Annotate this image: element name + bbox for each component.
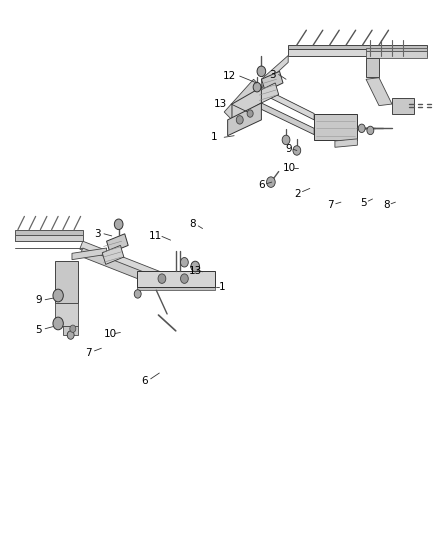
Text: 9: 9 [285,144,292,155]
Circle shape [158,274,166,284]
Text: 13: 13 [189,266,202,276]
Polygon shape [261,71,283,91]
Polygon shape [366,51,427,58]
Text: 1: 1 [219,281,226,292]
Polygon shape [224,79,261,120]
Polygon shape [106,234,128,253]
Circle shape [180,257,188,267]
Text: 12: 12 [223,71,237,81]
Polygon shape [72,248,106,260]
Polygon shape [80,241,161,280]
Text: 11: 11 [149,231,162,241]
Polygon shape [15,230,83,235]
Text: 1: 1 [211,132,217,142]
Polygon shape [137,287,215,290]
Text: 6: 6 [258,180,265,190]
Circle shape [282,135,290,144]
Text: 6: 6 [141,376,148,386]
Polygon shape [288,45,427,49]
Circle shape [358,124,365,133]
Text: 5: 5 [35,325,42,335]
Circle shape [267,177,275,188]
Polygon shape [228,103,261,136]
Polygon shape [64,326,78,335]
Circle shape [70,325,76,333]
Circle shape [367,126,374,135]
Text: 5: 5 [360,198,367,208]
Circle shape [293,146,301,155]
Polygon shape [288,49,427,55]
Polygon shape [15,235,83,241]
Polygon shape [366,58,379,77]
Polygon shape [102,245,124,264]
Polygon shape [261,87,314,120]
Text: 7: 7 [85,348,92,358]
Circle shape [180,274,188,284]
Text: 2: 2 [294,189,300,199]
Text: 7: 7 [327,200,334,211]
Polygon shape [261,103,314,135]
Polygon shape [392,98,413,114]
Polygon shape [80,248,161,287]
Polygon shape [232,87,261,120]
Polygon shape [335,139,357,147]
Text: 3: 3 [269,69,276,79]
Polygon shape [366,78,392,106]
Text: 13: 13 [214,99,227,109]
Circle shape [53,289,64,302]
Text: 10: 10 [103,329,117,339]
Polygon shape [55,261,78,303]
Text: 10: 10 [283,164,296,173]
Text: 8: 8 [384,200,390,211]
Circle shape [67,331,74,340]
Text: 3: 3 [95,229,101,239]
Circle shape [257,66,266,77]
Polygon shape [137,271,215,287]
Circle shape [253,83,261,92]
Circle shape [247,110,253,117]
Polygon shape [261,55,288,87]
Circle shape [134,290,141,298]
Text: 8: 8 [190,219,196,229]
Circle shape [191,261,200,272]
Polygon shape [366,47,427,51]
Polygon shape [258,83,279,103]
Polygon shape [314,114,357,140]
Circle shape [236,116,243,124]
Circle shape [53,317,64,330]
Circle shape [114,219,123,230]
Polygon shape [55,303,78,326]
Text: 9: 9 [35,295,42,305]
